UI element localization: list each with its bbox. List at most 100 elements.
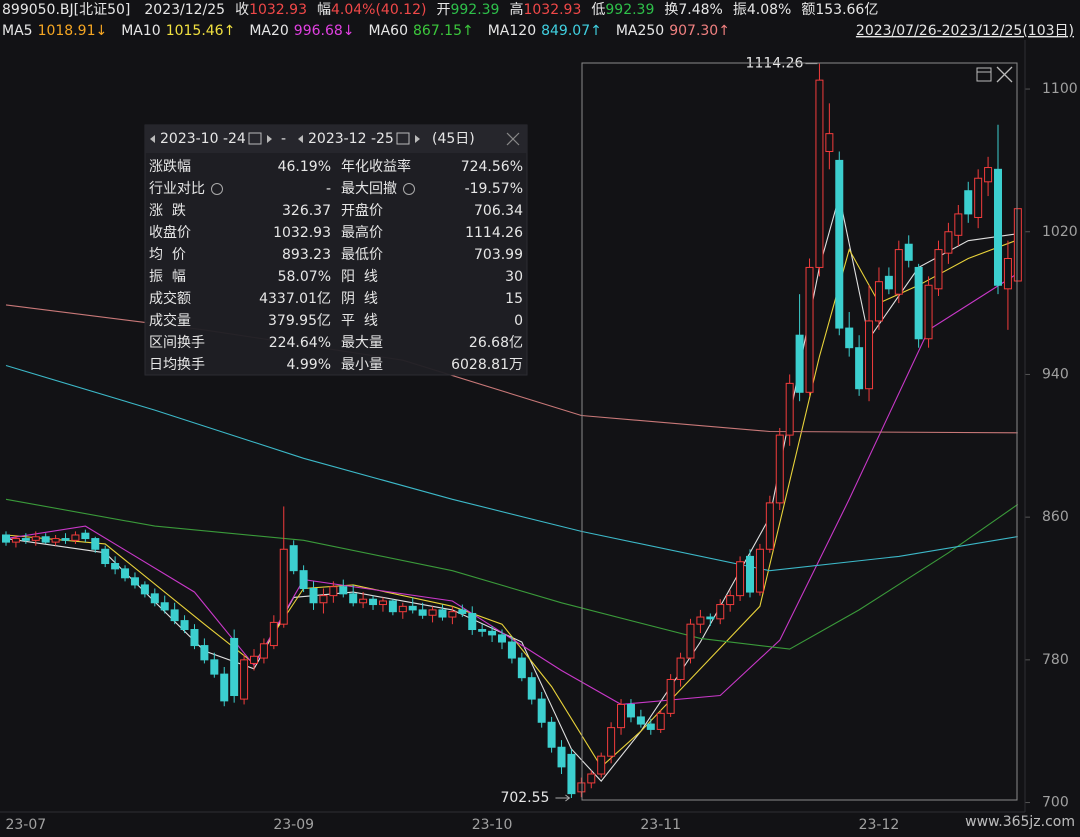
- calendar-icon[interactable]: [248, 132, 262, 145]
- tooltip-close[interactable]: [506, 132, 520, 146]
- y-tick-label: 1020: [1042, 224, 1078, 240]
- plot: 700 780 860 940 1020 1100 23-07 23-09 23-10 23-11…: [2, 56, 1078, 833]
- candle-body: [61, 538, 70, 541]
- legend-value: 867.15↑: [413, 23, 474, 39]
- help-icon[interactable]: [211, 183, 223, 195]
- header-label: 高: [509, 1, 523, 18]
- header-label: 幅: [317, 2, 331, 18]
- stat-value: 379.95亿: [268, 313, 331, 329]
- legend-name: MA20: [249, 23, 288, 39]
- legend-value: 1018.91↓: [38, 23, 108, 39]
- candle-body: [736, 561, 745, 597]
- candle-body: [448, 611, 457, 618]
- close-icon[interactable]: [996, 66, 1013, 83]
- candle-body: [765, 502, 774, 550]
- candle-body: [656, 712, 665, 730]
- header-label: 振: [733, 2, 747, 18]
- stat-label: 开盘价: [341, 202, 383, 219]
- candle-body: [458, 609, 467, 614]
- candle-body: [607, 727, 616, 757]
- tooltip: 2023-10 -24 - 2023-12 -25 (45日) 涨跌幅 46.19% 年化收…: [144, 124, 528, 376]
- legend: MA5 1018.91↓ MA10 1015.46↑ MA20 996.68↓ MA60 86…: [2, 23, 730, 39]
- candle-body: [835, 159, 844, 329]
- x-tick-label: 23-10: [472, 817, 513, 833]
- candle-body: [11, 538, 20, 543]
- stat-value: 326.37: [282, 203, 331, 219]
- prev-arrow[interactable]: [298, 135, 303, 143]
- next-arrow[interactable]: [267, 135, 272, 143]
- stat-label: 成交量: [149, 312, 191, 329]
- candle-body: [170, 609, 179, 622]
- candle-body: [31, 536, 40, 541]
- stat-value: 224.64%: [269, 335, 331, 351]
- candle-body: [140, 584, 149, 595]
- candle-body: [478, 629, 487, 632]
- candle-body: [329, 586, 338, 597]
- days: (45日): [432, 131, 475, 147]
- candle-body: [388, 600, 397, 613]
- to-date: 2023-12 -25: [308, 131, 394, 147]
- candle-body: [398, 605, 407, 613]
- candle-body: [805, 266, 814, 393]
- candle-body: [894, 249, 903, 295]
- prev-arrow[interactable]: [150, 135, 155, 143]
- legend-name: MA5: [2, 23, 33, 39]
- header: 899050.BJ[北证50] 2023/12/25 收1032.93 幅4.04%(…: [2, 1, 878, 18]
- candle-body: [190, 629, 199, 647]
- candle-body: [825, 133, 834, 152]
- candle-body: [408, 605, 417, 611]
- candle-body: [21, 538, 30, 541]
- stat-value: 4.99%: [287, 357, 331, 373]
- date-range[interactable]: 2023/07/26-2023/12/25(103日): [856, 23, 1074, 39]
- ma-line: [5, 364, 1018, 572]
- restore-icon[interactable]: [976, 67, 992, 82]
- candle-body: [1013, 208, 1022, 282]
- stat-label: 区间换手: [149, 334, 205, 351]
- candle-body: [994, 168, 1002, 286]
- candle-body: [51, 538, 60, 543]
- candle-body: [101, 548, 110, 565]
- stat-value: 4337.01亿: [259, 291, 331, 307]
- from-date: 2023-10 -24: [160, 131, 246, 147]
- candle-body: [527, 677, 536, 700]
- candle-body: [626, 703, 635, 718]
- candle-body: [815, 79, 824, 268]
- calendar-icon[interactable]: [396, 132, 410, 145]
- header-value: 4.04%(40.12): [331, 2, 426, 18]
- candle-body: [2, 534, 10, 543]
- stat-label: 最高价: [341, 224, 383, 241]
- x-tick-label: 23-07: [5, 817, 46, 833]
- candle-body: [577, 782, 586, 793]
- y-tick-label: 700: [1042, 795, 1069, 811]
- selection-box[interactable]: [581, 62, 1018, 801]
- candle-body: [111, 563, 120, 570]
- watermark: www.365jz.com: [965, 814, 1075, 830]
- candle-body: [319, 595, 328, 604]
- stat-value: 706.34: [474, 203, 523, 219]
- candle-body: [537, 698, 546, 723]
- symbol: 899050.BJ[北证50]: [2, 2, 130, 18]
- candle-body: [904, 243, 913, 261]
- header-label: 收: [235, 2, 249, 18]
- candle-body: [130, 577, 139, 586]
- candle-body: [240, 659, 249, 700]
- candle-body: [91, 538, 100, 550]
- candle-body: [230, 637, 239, 697]
- candle-body: [1003, 258, 1012, 290]
- candle-body: [666, 678, 675, 714]
- candle-body: [71, 534, 80, 541]
- candle-body: [617, 703, 626, 729]
- stat-label: 成交额: [149, 290, 191, 307]
- next-arrow[interactable]: [415, 135, 420, 143]
- candle-body: [964, 190, 973, 215]
- legend-value: 1015.46↑: [166, 23, 236, 39]
- candle-body: [954, 213, 963, 236]
- help-icon[interactable]: [403, 183, 415, 195]
- candle-body: [339, 586, 348, 595]
- header-value: 153.66亿: [815, 2, 878, 18]
- stat-label: 行业对比: [149, 181, 205, 197]
- candle-body: [587, 773, 596, 784]
- header-value: 1032.93: [523, 2, 581, 18]
- candle-body: [517, 657, 526, 679]
- low-label: 702.55: [500, 790, 549, 806]
